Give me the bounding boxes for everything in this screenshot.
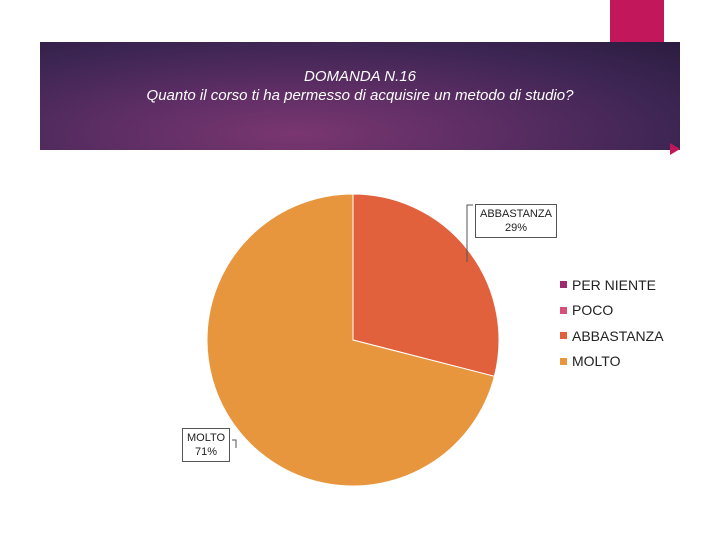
chart-legend: PER NIENTE POCO ABBASTANZA MOLTO [560, 272, 664, 374]
data-label-abbastanza-percent: 29% [504, 222, 527, 234]
legend-label-abbastanza: ABBASTANZA [572, 327, 664, 344]
arrow-icon [670, 143, 680, 155]
legend-label-poco: POCO [572, 302, 614, 319]
pie-slice-abbastanza [352, 193, 500, 377]
chart-title-block: DOMANDA N.16 Quanto il corso ti ha perme… [40, 67, 680, 105]
chart-subtitle: Quanto il corso ti ha permesso di acquis… [146, 87, 574, 104]
title-banner [40, 42, 680, 150]
legend-item-poco: POCO [560, 298, 664, 324]
pie-slices [206, 193, 500, 487]
legend-swatch-molto [560, 357, 567, 365]
data-label-abbastanza: ABBASTANZA 29% [475, 204, 557, 238]
legend-label-molto: MOLTO [572, 353, 621, 370]
data-label-molto-name: MOLTO [187, 432, 226, 444]
legend-item-per-niente: PER NIENTE [560, 272, 664, 298]
data-label-molto-percent: 71% [195, 446, 218, 458]
data-label-molto: MOLTO 71% [182, 428, 231, 462]
legend-label-per-niente: PER NIENTE [572, 276, 657, 293]
label-leader-lines [232, 204, 473, 448]
legend-item-abbastanza: ABBASTANZA [560, 323, 664, 349]
chart-title: DOMANDA N.16 [304, 68, 416, 85]
leader-line-molto [232, 439, 237, 448]
legend-swatch-abbastanza [560, 332, 567, 340]
pie-slice-molto [206, 193, 496, 487]
legend-swatch-poco [560, 306, 567, 314]
data-label-abbastanza-name: ABBASTANZA [480, 208, 552, 220]
legend-swatch-per-niente [560, 281, 567, 289]
accent-strip [610, 0, 664, 42]
leader-line-abbastanza [466, 204, 473, 262]
legend-item-molto: MOLTO [560, 349, 664, 375]
